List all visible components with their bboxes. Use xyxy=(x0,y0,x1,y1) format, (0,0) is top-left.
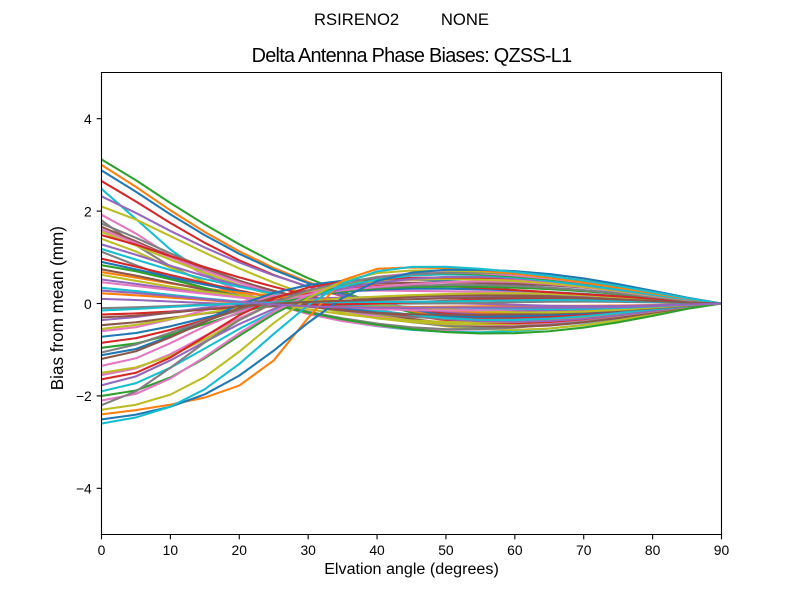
svg-text:2: 2 xyxy=(84,203,92,219)
svg-text:Bias from mean (mm): Bias from mean (mm) xyxy=(48,226,67,390)
svg-text:RSIRENO2 NONE: RSIRENO2 NONE xyxy=(314,10,489,29)
svg-text:0: 0 xyxy=(84,296,92,312)
svg-text:Delta Antenna Phase Biases: QZ: Delta Antenna Phase Biases: QZSS-L1 xyxy=(252,45,572,67)
svg-text:90: 90 xyxy=(714,542,730,558)
svg-text:10: 10 xyxy=(163,542,179,558)
svg-text:50: 50 xyxy=(438,542,454,558)
svg-text:−4: −4 xyxy=(76,481,92,497)
svg-text:40: 40 xyxy=(369,542,385,558)
svg-text:0: 0 xyxy=(98,542,106,558)
svg-text:30: 30 xyxy=(300,542,316,558)
svg-text:60: 60 xyxy=(507,542,523,558)
svg-text:20: 20 xyxy=(232,542,248,558)
svg-text:Elvation angle (degrees): Elvation angle (degrees) xyxy=(324,560,499,578)
svg-text:80: 80 xyxy=(645,542,661,558)
svg-text:−2: −2 xyxy=(76,388,92,404)
svg-text:4: 4 xyxy=(84,111,92,127)
svg-text:70: 70 xyxy=(576,542,592,558)
